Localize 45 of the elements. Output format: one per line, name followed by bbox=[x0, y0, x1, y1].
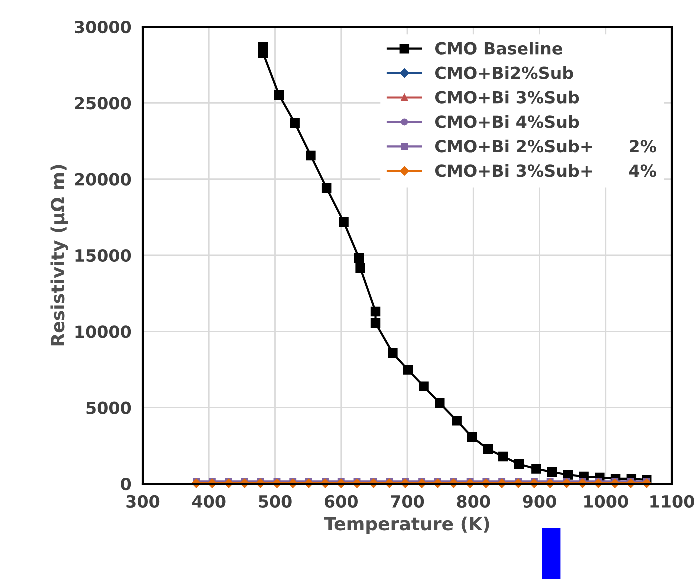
point bbox=[483, 444, 494, 454]
x-axis-title: Temperature (K) bbox=[324, 516, 490, 534]
x-tick-label: 1000 bbox=[584, 495, 628, 508]
y-tick-label: 15000 bbox=[76, 249, 132, 262]
y-tick-label: 25000 bbox=[75, 97, 132, 110]
point bbox=[306, 150, 316, 161]
point bbox=[274, 90, 284, 100]
y-tick-label: 5000 bbox=[86, 402, 132, 414]
point bbox=[498, 452, 508, 462]
point bbox=[258, 48, 268, 58]
point bbox=[339, 217, 349, 228]
point bbox=[290, 118, 300, 128]
point bbox=[322, 183, 332, 194]
legend-label: CMO+Bi 3%Sub+ 4% bbox=[435, 164, 656, 178]
y-tick-label: 30000 bbox=[75, 20, 132, 34]
point bbox=[532, 464, 542, 474]
point bbox=[467, 432, 478, 442]
point bbox=[370, 318, 381, 328]
x-tick-label: 500 bbox=[259, 495, 292, 508]
point bbox=[370, 306, 381, 317]
point bbox=[514, 459, 524, 470]
legend-label: CMO+Bi 4%Sub bbox=[435, 115, 580, 128]
y-axis-title: Resistivity (μΩ m) bbox=[50, 165, 68, 346]
x-tick-label: 700 bbox=[391, 495, 424, 508]
point bbox=[388, 348, 398, 358]
legend-label: CMO+Bi2%Sub bbox=[435, 66, 574, 80]
point bbox=[419, 382, 429, 392]
x-tick-label: 800 bbox=[457, 495, 490, 508]
point bbox=[354, 253, 364, 264]
point bbox=[403, 365, 414, 375]
x-tick-label: 600 bbox=[325, 495, 358, 508]
y-tick-label: 0 bbox=[121, 478, 132, 491]
x-tick-label: 400 bbox=[192, 495, 226, 508]
point bbox=[452, 416, 462, 426]
point bbox=[435, 398, 445, 408]
legend-label: CMO Baseline bbox=[435, 42, 562, 55]
y-tick-label: 20000 bbox=[75, 173, 132, 186]
legend-label: CMO+Bi 3%Sub bbox=[435, 90, 580, 104]
point bbox=[356, 263, 366, 274]
y-tick-label: 10000 bbox=[76, 326, 132, 338]
x-tick-label: 300 bbox=[126, 495, 160, 508]
x-tick-label: 900 bbox=[523, 495, 556, 508]
legend-label: CMO+Bi 2%Sub+ 2% bbox=[435, 140, 656, 153]
x-tick-label: 1100 bbox=[650, 495, 694, 508]
point bbox=[547, 467, 558, 478]
